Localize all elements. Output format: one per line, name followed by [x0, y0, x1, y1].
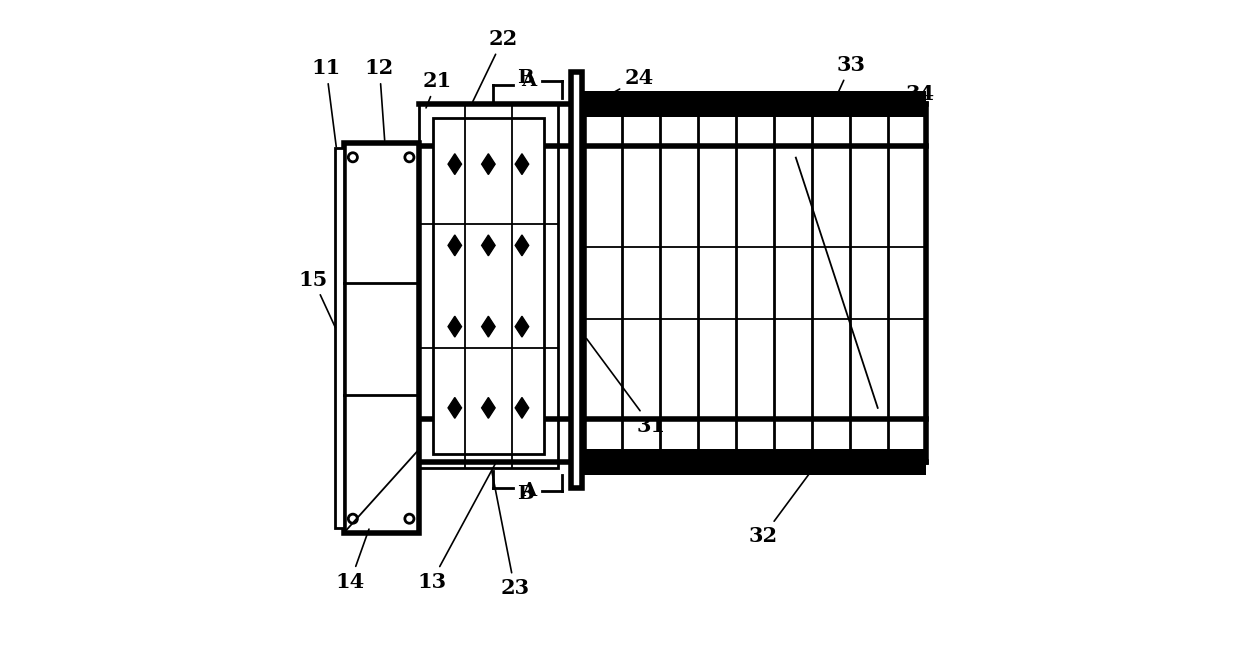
Polygon shape: [515, 397, 528, 419]
Text: 21: 21: [422, 72, 451, 108]
Polygon shape: [515, 316, 528, 337]
Text: B: B: [517, 485, 533, 503]
Text: 33: 33: [831, 55, 866, 108]
Text: 23: 23: [492, 471, 529, 598]
Polygon shape: [481, 397, 495, 419]
Text: 32: 32: [749, 457, 821, 546]
Text: 13: 13: [417, 464, 495, 592]
Text: A: A: [521, 72, 537, 90]
Bar: [584, 104, 925, 461]
Polygon shape: [448, 316, 461, 337]
Text: A: A: [521, 482, 537, 500]
Text: 12: 12: [365, 58, 394, 140]
Text: B: B: [517, 69, 533, 87]
Bar: [343, 143, 419, 533]
Polygon shape: [448, 397, 461, 419]
Polygon shape: [515, 153, 528, 174]
Text: 22: 22: [472, 29, 517, 101]
Bar: [572, 72, 582, 488]
Text: 34: 34: [905, 84, 935, 114]
Bar: [419, 104, 558, 468]
Text: 14: 14: [336, 529, 370, 592]
Text: 24: 24: [584, 68, 655, 109]
Text: 11: 11: [311, 58, 341, 147]
Polygon shape: [515, 235, 528, 255]
Bar: [584, 91, 925, 117]
Polygon shape: [481, 235, 495, 255]
Text: 31: 31: [587, 339, 666, 436]
Polygon shape: [448, 153, 461, 174]
Bar: [584, 448, 925, 474]
Text: 15: 15: [299, 270, 336, 328]
Bar: [433, 118, 544, 454]
Polygon shape: [481, 153, 495, 174]
Polygon shape: [448, 235, 461, 255]
Bar: [335, 148, 343, 528]
Polygon shape: [481, 316, 495, 337]
